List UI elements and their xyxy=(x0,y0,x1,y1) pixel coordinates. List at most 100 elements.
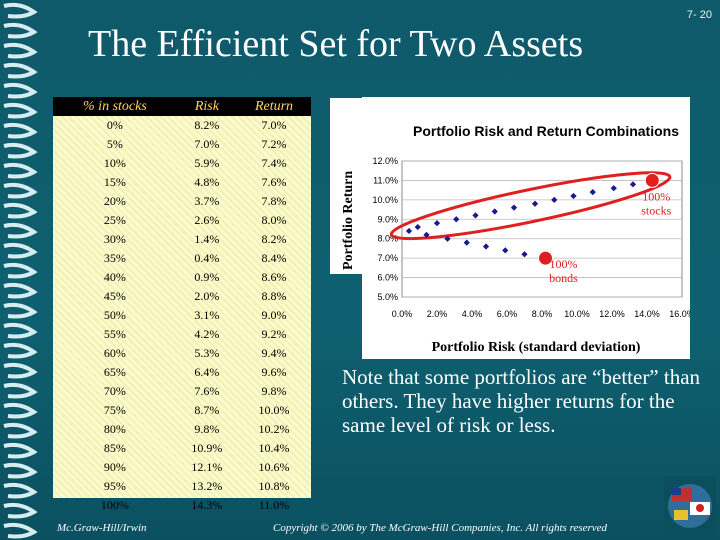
cell-return: 9.4% xyxy=(261,346,287,360)
table-row: 10% 5.9% 7.4% xyxy=(53,154,311,173)
cell-risk: 5.3% xyxy=(194,346,220,360)
data-point xyxy=(453,216,460,223)
cell-stocks: 80% xyxy=(103,422,126,436)
cell-return: 10.2% xyxy=(258,422,290,436)
spiral-ring xyxy=(3,442,38,459)
x-tick-label: 2.0% xyxy=(427,309,448,319)
cell-return: 7.0% xyxy=(261,118,287,132)
cell-stocks: 60% xyxy=(103,346,126,360)
table-row: 30% 1.4% 8.2% xyxy=(53,230,311,249)
data-point xyxy=(414,223,421,231)
cell-risk: 7.6% xyxy=(194,384,220,398)
cell-stocks: 65% xyxy=(103,365,126,379)
spiral-ring xyxy=(3,342,38,359)
data-point xyxy=(502,247,509,254)
data-point xyxy=(491,208,498,215)
data-point xyxy=(423,231,430,238)
table-row: 15% 4.8% 7.6% xyxy=(53,173,311,192)
spiral-ring xyxy=(3,382,38,399)
slide-title: The Efficient Set for Two Assets xyxy=(88,23,584,65)
spiral-ring xyxy=(3,502,38,519)
x-axis-title: Portfolio Risk (standard deviation) xyxy=(432,340,641,355)
cell-return: 7.4% xyxy=(261,156,287,170)
cell-risk: 3.1% xyxy=(194,308,220,322)
table-body: 0% 8.2% 7.0% 5% 7.0% 7.2% 10% 5.9% 7.4% 15% 4.8% 7.… xyxy=(53,116,311,515)
y-tick-label: 12.0% xyxy=(372,156,398,166)
cell-risk: 4.2% xyxy=(194,327,220,341)
cell-risk: 14.3% xyxy=(191,498,223,512)
spiral-ring xyxy=(3,2,38,19)
highlight-point xyxy=(644,172,660,188)
table-row: 0% 8.2% 7.0% xyxy=(53,116,311,135)
note-text: Note that some portfolios are “better” t… xyxy=(342,365,701,437)
spiral-ring xyxy=(3,62,38,79)
slide-number: 7- 20 xyxy=(686,9,712,21)
header-return: Return xyxy=(236,97,311,116)
cell-return: 7.8% xyxy=(261,194,287,208)
cell-stocks: 15% xyxy=(103,175,126,189)
y-tick-label: 7.0% xyxy=(377,253,398,263)
spiral-ring xyxy=(3,102,38,119)
spiral-ring xyxy=(3,282,38,299)
x-tick-label: 12.0% xyxy=(599,309,625,319)
cell-risk: 0.9% xyxy=(194,270,220,284)
highlight-label: 100% xyxy=(550,257,578,271)
cell-return: 10.8% xyxy=(258,479,290,493)
data-point xyxy=(433,220,441,227)
cell-return: 7.2% xyxy=(261,137,287,151)
highlight-point xyxy=(538,250,553,266)
cell-return: 8.4% xyxy=(261,251,287,265)
highlight-label: stocks xyxy=(641,203,671,217)
x-tick-label: 8.0% xyxy=(532,309,553,319)
cell-return: 10.6% xyxy=(258,460,290,474)
cell-return: 8.0% xyxy=(261,213,287,227)
header-risk: Risk xyxy=(176,97,237,116)
cell-stocks: 55% xyxy=(103,327,126,341)
spiral-ring xyxy=(3,402,38,419)
spiral-ring xyxy=(3,22,38,39)
cell-risk: 3.7% xyxy=(194,194,220,208)
spiral-binding-decoration xyxy=(3,2,38,539)
chart-title: Portfolio Risk and Return Combinations xyxy=(413,123,679,139)
cell-stocks: 10% xyxy=(103,156,126,170)
spiral-ring xyxy=(3,422,38,439)
cell-risk: 2.6% xyxy=(194,213,220,227)
cell-risk: 12.1% xyxy=(191,460,223,474)
cell-stocks: 85% xyxy=(103,441,126,455)
efficient-set-ellipse xyxy=(389,171,672,241)
cell-return: 8.2% xyxy=(261,232,287,246)
spiral-ring xyxy=(3,82,38,99)
cell-risk: 7.0% xyxy=(194,137,220,151)
cell-return: 9.6% xyxy=(261,365,287,379)
cell-risk: 2.0% xyxy=(194,289,220,303)
table-row: 40% 0.9% 8.6% xyxy=(53,268,311,287)
cell-return: 11.0% xyxy=(258,498,290,512)
table-row: 75% 8.7% 10.0% xyxy=(53,401,311,420)
spiral-ring xyxy=(3,142,38,159)
table-row: 100% 14.3% 11.0% xyxy=(53,496,311,515)
cell-risk: 9.8% xyxy=(194,422,220,436)
cell-stocks: 45% xyxy=(103,289,126,303)
y-tick-label: 9.0% xyxy=(377,214,398,224)
table-row: 70% 7.6% 9.8% xyxy=(53,382,311,401)
table-row: 50% 3.1% 9.0% xyxy=(53,306,311,325)
spiral-ring xyxy=(3,222,38,239)
table-row: 5% 7.0% 7.2% xyxy=(53,135,311,154)
cell-stocks: 40% xyxy=(103,270,126,284)
cell-stocks: 5% xyxy=(106,137,123,151)
table-row: 60% 5.3% 9.4% xyxy=(53,344,311,363)
table-row: 95% 13.2% 10.8% xyxy=(53,477,311,496)
y-axis-title: Portfolio Return xyxy=(341,171,356,270)
cell-stocks: 35% xyxy=(103,251,126,265)
cell-risk: 1.4% xyxy=(194,232,220,246)
cell-stocks: 70% xyxy=(103,384,126,398)
risk-return-chart: Portfolio Risk and Return Combinations 5… xyxy=(362,97,690,359)
spiral-ring xyxy=(3,302,38,319)
header-stocks: % in stocks xyxy=(53,97,177,116)
highlight-label: bonds xyxy=(549,271,578,285)
footer-publisher: Mc.Graw-Hill/Irwin xyxy=(57,522,147,534)
footer-copyright: Copyright © 2006 by The McGraw-Hill Comp… xyxy=(273,522,608,534)
plot-frame xyxy=(401,160,683,298)
table-row: 25% 2.6% 8.0% xyxy=(53,211,311,230)
data-point xyxy=(444,235,451,242)
